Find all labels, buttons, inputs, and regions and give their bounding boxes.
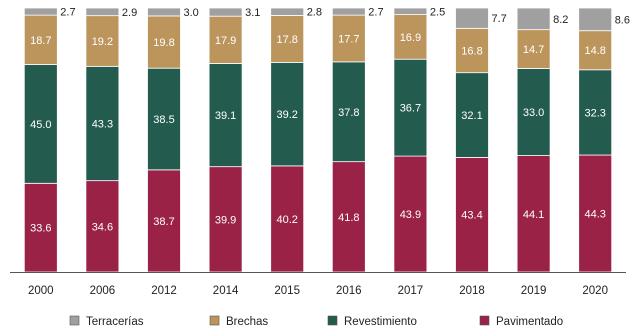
data-label-pavimentado-2014: 39.9 xyxy=(215,214,236,226)
data-label-pavimentado-2017: 43.9 xyxy=(400,209,421,221)
legend-label-pavimentado: Pavimentado xyxy=(496,316,563,328)
bar-terracerias-2012 xyxy=(147,7,181,17)
bar-revestimiento-2017 xyxy=(393,58,428,157)
data-label-terracerias-2020: 8.6 xyxy=(615,14,630,26)
data-label-terracerias-2017: 2.5 xyxy=(430,6,445,18)
legend: Terracerías Brechas Revestimiento Pavimenta… xyxy=(69,315,563,328)
legend-label-terracerias: Terracerías xyxy=(86,316,144,328)
bar-revestimiento-2016 xyxy=(331,61,366,163)
data-label-brechas-2015: 17.8 xyxy=(276,34,297,46)
bar-terracerias-2018 xyxy=(455,7,489,29)
data-label-pavimentado-2012: 38.7 xyxy=(153,216,174,228)
data-label-terracerias-2014: 3.1 xyxy=(245,7,260,19)
data-label-revestimiento-2018: 32.1 xyxy=(461,110,482,122)
bar-terracerias-2000 xyxy=(23,7,58,16)
data-label-terracerias-2000: 2.7 xyxy=(60,7,75,19)
bar-pavimentado-2014 xyxy=(208,166,243,273)
bar-revestimiento-2000 xyxy=(23,64,58,184)
x-tick-2016: 2016 xyxy=(336,285,362,297)
data-labels-layer: 33.6 45.0 18.7 2.7 34.6 43.3 19.2 2.9 38.7 38.5 19… xyxy=(30,6,630,234)
x-tick-2017: 2017 xyxy=(398,285,424,297)
data-label-terracerias-2015: 2.8 xyxy=(307,7,322,19)
legend-swatch-terracerias xyxy=(69,315,80,326)
legend-label-brechas: Brechas xyxy=(226,316,268,328)
legend-item-pavimentado: Pavimentado xyxy=(479,315,563,328)
data-label-brechas-2016: 17.7 xyxy=(338,33,359,45)
data-label-pavimentado-2020: 44.3 xyxy=(584,209,605,221)
data-label-revestimiento-2000: 45.0 xyxy=(30,119,51,131)
x-tick-2020: 2020 xyxy=(582,285,608,297)
legend-swatch-brechas xyxy=(209,315,220,326)
data-label-terracerias-2012: 3.0 xyxy=(184,7,199,19)
data-label-brechas-2020: 14.8 xyxy=(584,45,605,57)
data-label-terracerias-2019: 8.2 xyxy=(553,14,568,26)
bar-brechas-2006 xyxy=(85,15,120,67)
bar-terracerias-2015 xyxy=(270,7,305,16)
data-label-brechas-2006: 19.2 xyxy=(92,36,113,48)
legend-item-brechas: Brechas xyxy=(209,315,268,328)
data-label-brechas-2000: 18.7 xyxy=(30,35,51,47)
bar-pavimentado-2018 xyxy=(455,157,489,273)
data-label-brechas-2014: 17.9 xyxy=(215,35,236,47)
bar-brechas-2019 xyxy=(516,29,551,69)
data-label-revestimiento-2014: 39.1 xyxy=(215,110,236,122)
legend-swatch-revestimiento xyxy=(327,315,338,326)
bar-terracerias-2017 xyxy=(393,7,428,15)
x-tick-2015: 2015 xyxy=(274,285,300,297)
bar-brechas-2016 xyxy=(331,14,366,63)
bar-brechas-2012 xyxy=(147,15,181,69)
data-label-revestimiento-2016: 37.8 xyxy=(338,107,359,119)
bar-terracerias-2016 xyxy=(331,7,366,16)
data-label-brechas-2018: 16.8 xyxy=(461,46,482,58)
bar-revestimiento-2012 xyxy=(147,67,181,171)
legend-item-revestimiento: Revestimiento xyxy=(327,315,417,328)
bar-terracerias-2014 xyxy=(208,7,243,17)
bar-revestimiento-2015 xyxy=(270,61,305,167)
bar-revestimiento-2014 xyxy=(208,63,243,168)
bar-brechas-2014 xyxy=(208,15,243,64)
x-tick-2012: 2012 xyxy=(151,285,177,297)
data-label-revestimiento-2019: 33.0 xyxy=(523,107,544,119)
data-label-brechas-2012: 19.8 xyxy=(153,37,174,49)
data-label-pavimentado-2000: 33.6 xyxy=(30,223,51,235)
bar-terracerias-2019 xyxy=(516,7,551,31)
bar-pavimentado-2006 xyxy=(85,180,120,273)
data-label-terracerias-2018: 7.7 xyxy=(492,13,507,25)
data-label-terracerias-2016: 2.7 xyxy=(368,7,383,19)
x-tick-2014: 2014 xyxy=(213,285,239,297)
bar-revestimiento-2020 xyxy=(578,69,613,156)
data-label-brechas-2019: 14.7 xyxy=(523,44,544,56)
bar-pavimentado-2016 xyxy=(331,161,366,273)
bar-terracerias-2006 xyxy=(85,7,120,17)
data-label-terracerias-2006: 2.9 xyxy=(122,7,137,19)
data-label-revestimiento-2017: 36.7 xyxy=(400,103,421,115)
bar-pavimentado-2015 xyxy=(270,165,305,273)
data-label-revestimiento-2015: 39.2 xyxy=(276,109,297,121)
bar-terracerias-2020 xyxy=(578,7,613,32)
x-axis-ticks: 2000 2006 2012 2014 2015 2016 2017 2018 2019 2020 xyxy=(28,285,608,297)
bars-layer xyxy=(23,7,613,273)
data-label-pavimentado-2019: 44.1 xyxy=(523,209,544,221)
x-tick-2019: 2019 xyxy=(521,285,547,297)
data-label-pavimentado-2018: 43.4 xyxy=(461,210,482,222)
data-label-revestimiento-2012: 38.5 xyxy=(153,114,174,126)
data-label-revestimiento-2020: 32.3 xyxy=(584,107,605,119)
bar-brechas-2018 xyxy=(455,27,489,74)
x-tick-2018: 2018 xyxy=(459,285,485,297)
data-label-revestimiento-2006: 43.3 xyxy=(92,119,113,131)
data-label-pavimentado-2015: 40.2 xyxy=(276,214,297,226)
data-label-brechas-2017: 16.9 xyxy=(400,32,421,44)
legend-item-terracerias: Terracerías xyxy=(69,315,144,328)
bar-pavimentado-2000 xyxy=(23,182,58,273)
data-label-pavimentado-2006: 34.6 xyxy=(92,221,113,233)
legend-swatch-pavimentado xyxy=(479,315,490,326)
bar-revestimiento-2019 xyxy=(516,68,551,156)
legend-label-revestimiento: Revestimiento xyxy=(344,316,417,328)
x-tick-2000: 2000 xyxy=(28,285,54,297)
data-label-pavimentado-2016: 41.8 xyxy=(338,212,359,224)
x-tick-2006: 2006 xyxy=(90,285,116,297)
